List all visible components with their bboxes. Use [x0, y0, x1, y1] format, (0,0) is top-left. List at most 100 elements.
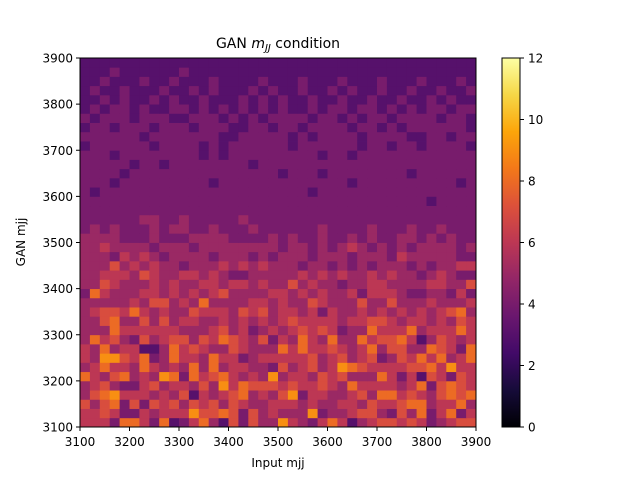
- heatmap-cell: [406, 408, 417, 419]
- heatmap-cell: [129, 362, 140, 373]
- heatmap-cell: [80, 177, 91, 188]
- heatmap-cell: [396, 67, 408, 77]
- heatmap-cell: [436, 122, 447, 133]
- heatmap-cell: [238, 131, 249, 142]
- heatmap-cell: [80, 380, 91, 391]
- heatmap-cell: [248, 279, 259, 290]
- heatmap-cell: [446, 233, 457, 243]
- heatmap-cell: [139, 67, 150, 77]
- heatmap-cell: [119, 131, 130, 142]
- heatmap-cell: [109, 316, 120, 326]
- heatmap-cell: [258, 408, 269, 419]
- heatmap-cell: [396, 168, 408, 179]
- heatmap-cell: [327, 177, 338, 188]
- heatmap-cell: [377, 141, 388, 151]
- heatmap-cell: [169, 131, 180, 142]
- heatmap-cell: [307, 417, 318, 428]
- heatmap-cell: [367, 325, 378, 336]
- heatmap-cell: [248, 316, 259, 326]
- heatmap-cell: [159, 325, 170, 336]
- heatmap-cell: [456, 343, 467, 354]
- heatmap-cell: [446, 371, 457, 382]
- heatmap-cell: [80, 113, 91, 123]
- heatmap-cell: [139, 187, 150, 197]
- heatmap-cell: [396, 58, 408, 68]
- heatmap-cell: [119, 113, 130, 123]
- heatmap-cell: [129, 205, 140, 216]
- heatmap-cell: [139, 260, 150, 271]
- heatmap-cell: [357, 390, 368, 400]
- heatmap-cells: [80, 58, 477, 428]
- heatmap-cell: [278, 214, 289, 225]
- heatmap-cell: [466, 94, 477, 105]
- heatmap-cell: [258, 141, 269, 151]
- heatmap-cell: [188, 399, 200, 409]
- heatmap-cell: [238, 205, 249, 216]
- heatmap-cell: [297, 307, 309, 317]
- heatmap-cell: [238, 67, 249, 77]
- heatmap-cell: [99, 168, 111, 179]
- heatmap-cell: [347, 104, 358, 114]
- heatmap-cell: [347, 187, 358, 197]
- heatmap-cell: [377, 131, 388, 142]
- heatmap-cell: [268, 233, 279, 243]
- heatmap-cell: [278, 233, 289, 243]
- heatmap-cell: [446, 150, 457, 160]
- heatmap-cell: [327, 233, 338, 243]
- heatmap-cell: [80, 316, 91, 326]
- heatmap-cell: [179, 58, 190, 68]
- heatmap-cell: [377, 251, 388, 262]
- heatmap-cell: [109, 390, 120, 400]
- heatmap-cell: [238, 297, 249, 308]
- heatmap-cell: [228, 233, 239, 243]
- heatmap-cell: [248, 150, 259, 160]
- heatmap-cell: [149, 67, 160, 77]
- heatmap-cell: [109, 260, 120, 271]
- heatmap-cell: [208, 159, 219, 170]
- tick-label: 3900: [461, 435, 492, 449]
- heatmap-cell: [287, 233, 299, 243]
- heatmap-cell: [248, 76, 259, 87]
- heatmap-cell: [347, 325, 358, 336]
- heatmap-cell: [149, 187, 160, 197]
- heatmap-cell: [238, 307, 249, 317]
- heatmap-cell: [228, 205, 239, 216]
- heatmap-cell: [406, 122, 417, 133]
- heatmap-cell: [228, 150, 239, 160]
- heatmap-cell: [89, 141, 101, 151]
- heatmap-cell: [228, 159, 239, 170]
- heatmap-cell: [129, 251, 140, 262]
- heatmap-cell: [268, 122, 279, 133]
- heatmap-cell: [466, 334, 477, 345]
- heatmap-cell: [426, 399, 437, 409]
- tick-label: 8: [528, 175, 536, 189]
- heatmap-cell: [466, 224, 477, 234]
- heatmap-cell: [436, 187, 447, 197]
- heatmap-cell: [268, 307, 279, 317]
- heatmap-cell: [436, 380, 447, 391]
- heatmap-cell: [268, 104, 279, 114]
- heatmap-cell: [218, 58, 229, 68]
- heatmap-cell: [357, 316, 368, 326]
- heatmap-cell: [287, 187, 299, 197]
- heatmap-cell: [446, 187, 457, 197]
- heatmap-cell: [426, 242, 437, 253]
- heatmap-cell: [198, 325, 210, 336]
- heatmap-cell: [109, 343, 120, 354]
- heatmap-cell: [149, 242, 160, 253]
- heatmap-cell: [169, 233, 180, 243]
- heatmap-cell: [129, 343, 140, 354]
- heatmap-cell: [218, 85, 229, 96]
- heatmap-cell: [317, 67, 328, 77]
- heatmap-cell: [446, 76, 457, 87]
- heatmap-cell: [446, 417, 457, 428]
- heatmap-cell: [119, 205, 130, 216]
- heatmap-cell: [297, 187, 309, 197]
- heatmap-cell: [139, 417, 150, 428]
- heatmap-cell: [307, 390, 318, 400]
- heatmap-cell: [238, 353, 249, 363]
- heatmap-cell: [396, 141, 408, 151]
- heatmap-cell: [456, 288, 467, 299]
- tick-label: 3600: [42, 190, 73, 204]
- heatmap-cell: [198, 168, 210, 179]
